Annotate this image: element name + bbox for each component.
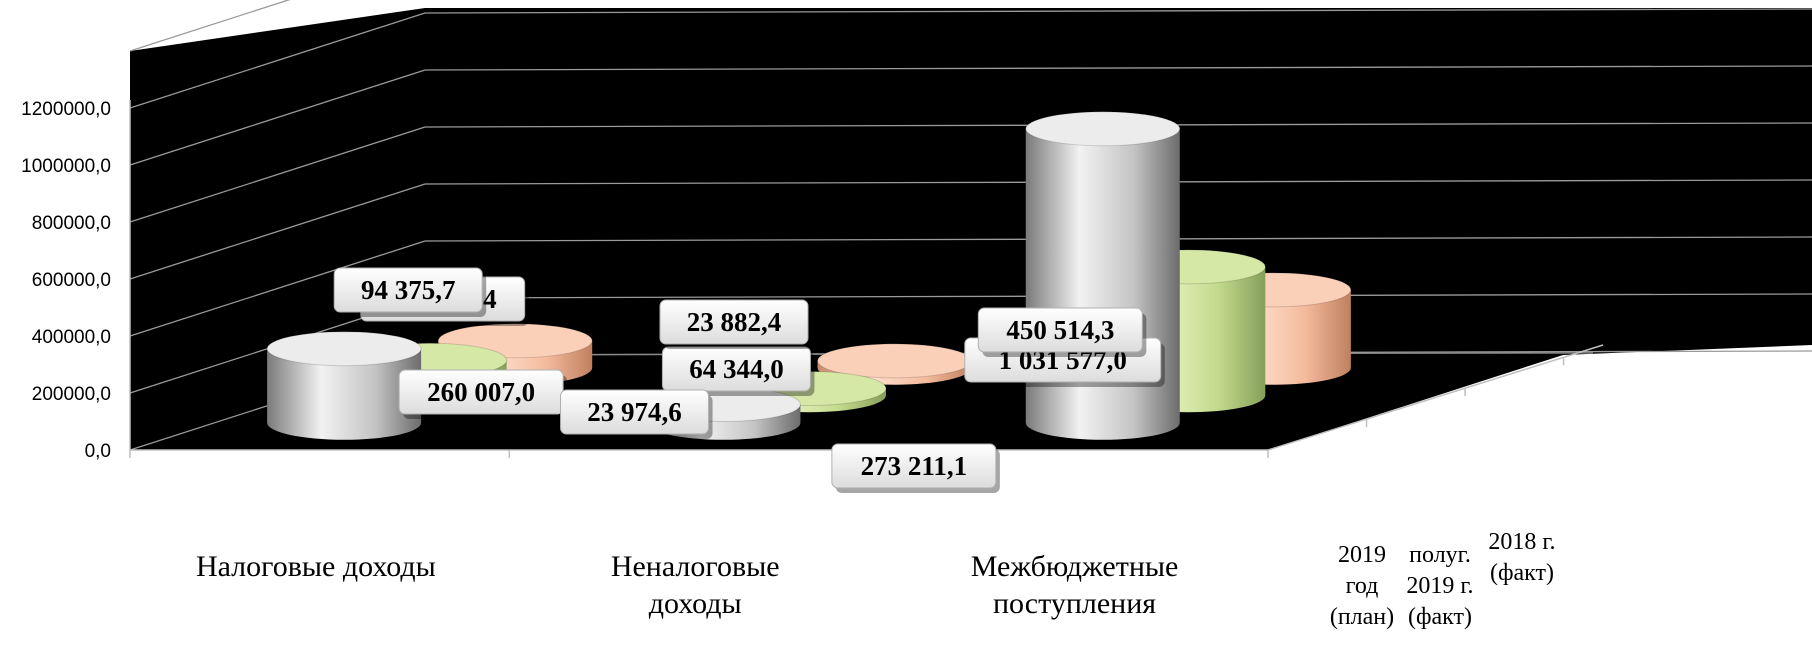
bar-top	[1025, 111, 1181, 147]
data-labels: 260 007,064 344,01 031 577,0122 680,423 …	[333, 267, 1165, 493]
y-tick-label: 1200000,0	[21, 99, 111, 120]
data-label: 64 344,0	[661, 346, 815, 396]
gridline-side	[129, 240, 426, 337]
category-label-line: доходы	[649, 587, 742, 620]
data-label-text: 450 514,3	[1006, 315, 1114, 345]
data-label-text: 64 344,0	[689, 354, 784, 384]
legend-entry-line: 2019	[1338, 542, 1386, 568]
y-tick-label: 200000,0	[32, 384, 111, 405]
legend-entry-line: (план)	[1330, 604, 1394, 630]
category-label-line: Неналоговые	[611, 550, 780, 583]
category-labels: Налоговые доходы Неналоговые доходы Межбюдж…	[196, 550, 1178, 620]
data-label: 23 974,6	[560, 389, 713, 439]
gridline-side	[129, 69, 426, 166]
data-label: 450 514,3	[977, 307, 1147, 357]
y-tick-label: 0,0	[85, 441, 111, 462]
legend-entry-line: полуг.	[1409, 542, 1471, 568]
data-label: 23 882,4	[659, 299, 812, 349]
data-label-box	[659, 299, 809, 345]
data-label-box	[831, 443, 997, 489]
legend: 2019 год (план) полуг. 2019 г. (факт) 2018 г. (…	[1330, 529, 1556, 630]
data-label: 260 007,0	[398, 369, 568, 419]
gridline-side	[129, 0, 291, 52]
gridline-back	[424, 8, 1812, 14]
legend-entry-line: (факт)	[1490, 560, 1554, 586]
data-label-box	[333, 267, 483, 313]
bar	[1025, 111, 1181, 440]
legend-entry-line: 2018 г.	[1488, 529, 1555, 555]
gridline-side	[129, 183, 426, 280]
gridline-back	[424, 65, 1812, 71]
legend-entry-line: (факт)	[1408, 604, 1472, 630]
depth-axis-line	[1267, 344, 1604, 451]
data-label: 94 375,7	[333, 267, 487, 317]
legend-entry-line: 2019 г.	[1406, 573, 1473, 599]
data-label-text: 23 882,4	[687, 307, 782, 337]
data-label-text: 273 211,1	[861, 451, 968, 481]
category-label-line: Налоговые доходы	[196, 550, 436, 583]
category-label: Межбюджетные поступления	[971, 550, 1179, 620]
y-tick-label: 600000,0	[32, 270, 111, 291]
category-label-line: поступления	[993, 587, 1156, 620]
bar	[266, 331, 422, 440]
y-axis-ticks: 0,0 200000,0 400000,0 600000,0 800000,0 10000…	[21, 99, 111, 462]
data-label-text: 23 974,6	[587, 397, 682, 427]
data-label-box	[977, 307, 1143, 353]
y-tick-label: 1000000,0	[21, 156, 111, 177]
category-label: Неналоговые доходы	[611, 550, 780, 620]
legend-entry: 2019 год (план)	[1330, 542, 1394, 630]
legend-entry: 2018 г. (факт)	[1488, 529, 1555, 586]
data-label-box	[661, 346, 811, 392]
bar-top	[266, 331, 422, 367]
data-label: 273 211,1	[831, 443, 1000, 493]
data-label-text: 260 007,0	[427, 377, 535, 407]
bar-body	[267, 348, 422, 440]
category-label-line: Межбюджетные	[971, 550, 1179, 583]
y-tick-label: 800000,0	[32, 213, 111, 234]
gridline-side	[129, 12, 426, 109]
legend-entry: полуг. 2019 г. (факт)	[1406, 542, 1473, 630]
y-tick-label: 400000,0	[32, 327, 111, 348]
data-label-box	[560, 389, 710, 435]
data-label-text: 94 375,7	[361, 275, 456, 305]
bar-body	[1025, 128, 1180, 440]
legend-entry-line: год	[1346, 573, 1379, 599]
category-label: Налоговые доходы	[196, 550, 436, 583]
gridline-side	[129, 126, 426, 223]
